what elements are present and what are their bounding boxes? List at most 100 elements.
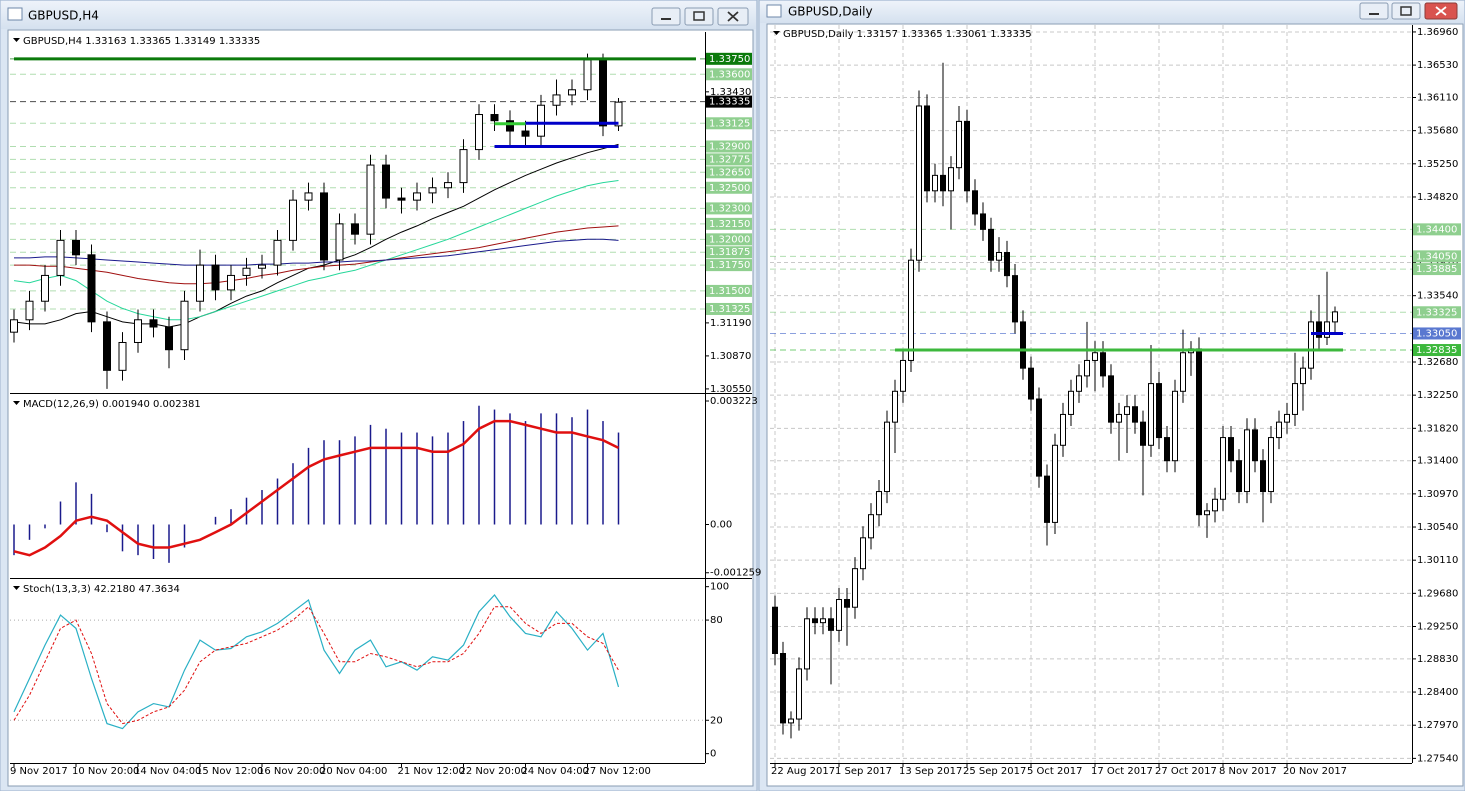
- minimize-button[interactable]: [1359, 2, 1389, 20]
- candle-body: [289, 199, 297, 241]
- candle-body: [87, 254, 96, 323]
- level-label-bg: [706, 246, 752, 259]
- candle-body: [876, 491, 882, 516]
- pane-label: Stoch(13,3,3) 42.2180 47.3634: [23, 584, 180, 595]
- macd-signal: [13, 419, 620, 557]
- candle-body: [1260, 460, 1266, 493]
- candle-body: [812, 618, 818, 624]
- candle-body: [149, 319, 158, 328]
- candle-body: [1212, 498, 1218, 512]
- y-tick-label: 1.32680: [1417, 357, 1458, 368]
- candle-body: [852, 568, 858, 608]
- candle-body: [1108, 375, 1114, 423]
- x-tick-label: 13 Sep 2017: [899, 766, 962, 777]
- candle-body: [1300, 367, 1306, 385]
- candle-body: [1044, 475, 1050, 523]
- level-label: 1.32000: [709, 234, 750, 245]
- level-label-bg: [1413, 250, 1461, 263]
- level-label: 1.32900: [709, 141, 750, 152]
- candle-body: [1052, 444, 1058, 523]
- candle-body: [916, 105, 922, 261]
- candle-body: [10, 319, 18, 333]
- candle-body: [614, 101, 623, 127]
- y-tick-label: 1.28400: [1417, 687, 1458, 698]
- candle-body: [1092, 352, 1098, 361]
- candle-body: [844, 599, 850, 608]
- title-bar: [760, 1, 1464, 23]
- level-label-bg: [706, 284, 752, 297]
- y-tick-label: 1.31190: [710, 318, 751, 329]
- candle-body: [860, 537, 866, 570]
- candle-body: [868, 514, 874, 539]
- level-label-bg: [706, 259, 752, 272]
- candle-body: [988, 228, 994, 261]
- candle-body: [165, 326, 173, 351]
- candle-body: [1220, 437, 1226, 500]
- level-label-bg: [706, 233, 752, 246]
- candle-body: [118, 341, 127, 371]
- window-icon: [766, 4, 782, 18]
- minimize-button[interactable]: [651, 7, 681, 26]
- candle-body: [552, 94, 561, 106]
- x-tick-label: 22 Aug 2017: [771, 766, 835, 777]
- candle-body: [804, 618, 810, 670]
- x-tick-label: 15 Nov 12:00: [196, 766, 263, 777]
- y-tick-label: 1.30110: [1417, 555, 1458, 566]
- y-tick-label: 1.29680: [1417, 588, 1458, 599]
- close-icon: [1435, 6, 1447, 16]
- candle-body: [1060, 413, 1066, 446]
- candle-body: [227, 274, 235, 291]
- candle-body: [459, 149, 468, 184]
- candle-body: [1236, 460, 1242, 493]
- x-tick-label: 22 Nov 20:00: [460, 766, 527, 777]
- candle-body: [1292, 383, 1298, 415]
- candle-body: [273, 239, 282, 266]
- level-label-bg: [706, 140, 752, 153]
- candle-body: [599, 59, 607, 127]
- candle-body: [1068, 390, 1074, 415]
- candle-body: [1204, 510, 1210, 516]
- y-tick-label: 1.33540: [1417, 291, 1458, 302]
- restore-button[interactable]: [1391, 2, 1421, 20]
- candle-body: [996, 251, 1002, 261]
- candle-body: [444, 182, 452, 189]
- level-label: 1.34400: [1416, 224, 1457, 235]
- candle-body: [796, 668, 802, 720]
- candle-body: [180, 300, 189, 351]
- candle-body: [56, 239, 65, 276]
- level-label: 1.33750: [709, 54, 750, 65]
- level-label-bg: [1413, 223, 1461, 236]
- candle-body: [1164, 437, 1170, 462]
- candle-body: [1140, 421, 1146, 446]
- restore-button[interactable]: [684, 7, 714, 26]
- candle-body: [1180, 352, 1186, 392]
- candle-body: [521, 130, 530, 137]
- candle-body: [366, 164, 375, 235]
- y-tick-label: 0: [710, 749, 716, 760]
- y-tick-label: 1.27540: [1417, 753, 1458, 764]
- y-tick-label: 1.30540: [1417, 522, 1458, 533]
- x-tick-label: 9 Nov 2017: [10, 766, 68, 777]
- candle-body: [320, 192, 328, 261]
- y-tick-label: 1.34820: [1417, 192, 1458, 203]
- level-label: 1.33325: [1416, 307, 1457, 318]
- chart-area: [766, 23, 1464, 787]
- y-tick-label: 0.00: [710, 520, 732, 531]
- y-tick-label: 20: [710, 715, 723, 726]
- candle-body: [1124, 406, 1130, 415]
- candle-body: [884, 421, 890, 493]
- candle-body: [1276, 421, 1282, 439]
- moving-average: [13, 143, 619, 328]
- y-tick-label: 1.35250: [1417, 159, 1458, 170]
- x-tick-label: 8 Nov 2017: [1219, 766, 1277, 777]
- y-tick-label: 1.31820: [1417, 423, 1458, 434]
- label-marker: [13, 401, 20, 405]
- level-label: 1.32835: [1416, 345, 1457, 356]
- y-tick-label: 100: [710, 582, 729, 593]
- candle-body: [413, 192, 421, 201]
- level-label: 1.32775: [709, 154, 750, 165]
- window-icon: [7, 7, 23, 21]
- candle-body: [1076, 375, 1082, 392]
- candle-body: [1156, 383, 1162, 439]
- candle-body: [1100, 352, 1106, 377]
